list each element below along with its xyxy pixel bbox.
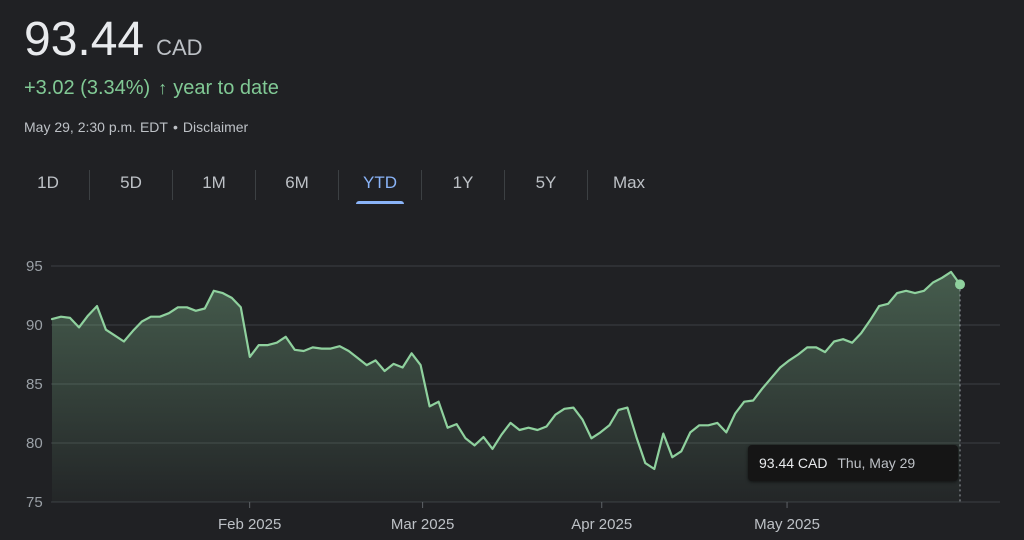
price-chart-svg[interactable]: 95 90 85 80 75 Feb 2025 Mar 2025 Apr 2025 May 2… bbox=[0, 230, 1024, 540]
change-value: +3.02 (3.34%) bbox=[24, 77, 151, 99]
tab-max[interactable]: Max bbox=[612, 173, 646, 192]
y-tick-label: 90 bbox=[26, 317, 43, 334]
y-tick-label: 80 bbox=[26, 435, 43, 452]
price-change: +3.02 (3.34%) ↑ year to date bbox=[24, 77, 279, 100]
last-price-point bbox=[955, 279, 965, 290]
timestamp: May 29, 2:30 p.m. EDT bbox=[24, 119, 168, 135]
disclaimer-link[interactable]: Disclaimer bbox=[182, 119, 249, 135]
tab-divider bbox=[172, 170, 173, 200]
x-tick-label: Mar 2025 bbox=[391, 516, 454, 533]
current-price: 93.44 bbox=[24, 13, 145, 66]
currency-label: CAD bbox=[156, 35, 203, 60]
tab-1m[interactable]: 1M bbox=[202, 173, 226, 192]
tab-1d[interactable]: 1D bbox=[37, 173, 59, 192]
tab-divider bbox=[255, 170, 256, 200]
tab-divider bbox=[338, 170, 339, 200]
tooltip-date: Thu, May 29 bbox=[837, 455, 916, 471]
separator: • bbox=[172, 119, 178, 135]
y-tick-label: 85 bbox=[26, 376, 43, 393]
tab-5d[interactable]: 5D bbox=[120, 173, 142, 192]
range-tabs: 1D 5D 1M 6M YTD 1Y 5Y Max bbox=[14, 166, 663, 204]
x-tick-label: May 2025 bbox=[754, 516, 820, 533]
price-chart[interactable]: 95 90 85 80 75 Feb 2025 Mar 2025 Apr 2025 May 2… bbox=[0, 230, 1024, 540]
tab-1y[interactable]: 1Y bbox=[452, 173, 474, 192]
x-tick-label: Feb 2025 bbox=[218, 516, 281, 533]
tab-divider bbox=[89, 170, 90, 200]
tab-5y[interactable]: 5Y bbox=[535, 173, 557, 192]
y-tick-label: 75 bbox=[26, 494, 43, 511]
tab-divider bbox=[587, 170, 588, 200]
tab-6m[interactable]: 6M bbox=[285, 173, 309, 192]
tooltip-price: 93.44 CAD bbox=[759, 455, 828, 471]
x-tick-label: Apr 2025 bbox=[571, 516, 632, 533]
price-header: 93.44 CAD bbox=[24, 12, 203, 68]
change-period: year to date bbox=[173, 77, 279, 99]
tab-divider bbox=[504, 170, 505, 200]
tab-divider bbox=[421, 170, 422, 200]
price-line bbox=[50, 270, 962, 471]
arrow-up-icon: ↑ bbox=[158, 78, 168, 98]
y-tick-label: 95 bbox=[26, 258, 43, 275]
price-area bbox=[52, 271, 960, 502]
timestamp-row: May 29, 2:30 p.m. EDT • Disclaimer bbox=[24, 119, 248, 135]
price-tooltip: 93.44 CAD Thu, May 29 bbox=[748, 445, 958, 481]
tab-ytd[interactable]: YTD bbox=[346, 166, 414, 204]
